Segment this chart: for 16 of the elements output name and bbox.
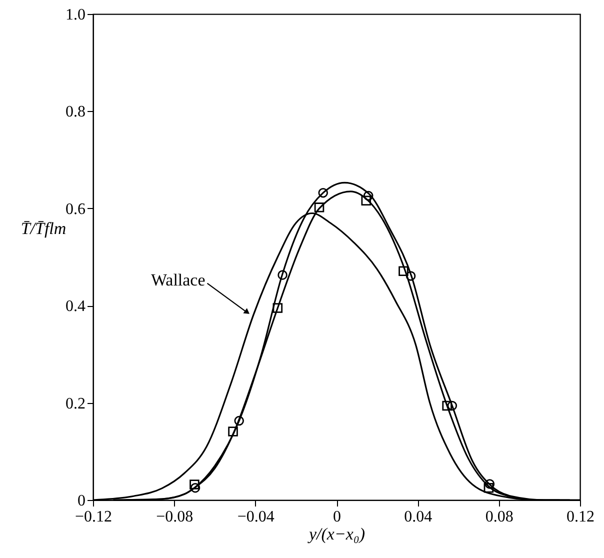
x-tick-label: 0.08 xyxy=(485,508,514,526)
y-tick-label: 0.4 xyxy=(66,298,86,316)
y-axis-title: T̄/T̄flm xyxy=(20,219,66,238)
y-tick-label: 0.6 xyxy=(66,200,86,218)
y-tick-label: 0.2 xyxy=(66,395,86,412)
y-tick-label: 0.8 xyxy=(66,104,86,121)
y-tick-label: 1.0 xyxy=(66,6,86,24)
x-tick-label: −0.12 xyxy=(74,508,112,526)
annotation: Wallace xyxy=(150,270,206,290)
x-tick-label: −0.04 xyxy=(237,508,274,526)
x-tick-label: 0 xyxy=(333,508,341,526)
x-tick-label: −0.08 xyxy=(156,508,194,526)
y-tick-label: 0 xyxy=(78,492,86,510)
x-axis-title: y/(x−x₀) xyxy=(306,524,366,544)
x-tick-label: 0.12 xyxy=(566,508,594,526)
x-tick-label: 0.04 xyxy=(404,508,432,526)
